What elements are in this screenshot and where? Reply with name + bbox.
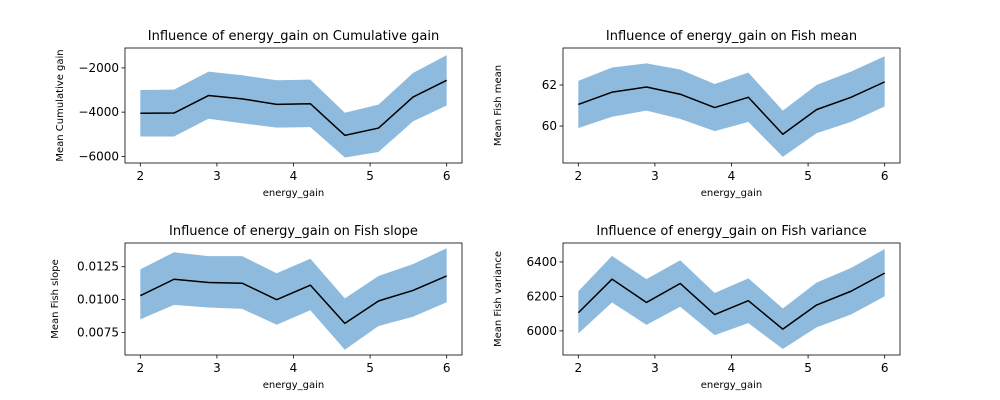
y-tick-label: 62 xyxy=(542,78,557,92)
y-tick-label: 60 xyxy=(542,119,557,133)
x-tick-label: 3 xyxy=(213,361,221,375)
confidence-band xyxy=(578,249,885,349)
x-tick-label: 3 xyxy=(651,361,659,375)
y-axis-label: Mean Fish slope xyxy=(50,259,61,339)
confidence-band xyxy=(578,56,885,157)
mean-line xyxy=(577,272,886,330)
x-tick-label: 4 xyxy=(728,361,736,375)
chart-title: Influence of energy_gain on Cumulative g… xyxy=(148,29,439,44)
confidence-band xyxy=(140,55,447,158)
subplot-cumulative-gain: Influence of energy_gain on Cumulative g… xyxy=(55,29,463,199)
y-axis-label: Mean Cumulative gain xyxy=(55,49,66,161)
x-axis-label: energy_gain xyxy=(263,188,324,199)
x-tick-label: 5 xyxy=(804,169,812,183)
mean-line xyxy=(578,81,885,135)
y-axis-label: Mean Fish variance xyxy=(493,251,504,347)
subplot-fish-mean: Influence of energy_gain on Fish mean en… xyxy=(493,29,901,199)
x-tick-label: 3 xyxy=(651,169,659,183)
mean-line xyxy=(140,79,448,137)
x-tick-label: 6 xyxy=(443,169,451,183)
y-tick-label: −2000 xyxy=(78,61,119,75)
chart-title: Influence of energy_gain on Fish mean xyxy=(606,29,857,44)
y-tick-label: −6000 xyxy=(78,149,119,163)
subplot-fish-slope: Influence of energy_gain on Fish slope e… xyxy=(50,224,463,391)
x-tick-label: 6 xyxy=(443,361,451,375)
mean-line xyxy=(139,275,447,325)
subplot-fish-variance: Influence of energy_gain on Fish varianc… xyxy=(493,224,901,391)
x-tick-label: 6 xyxy=(881,361,889,375)
x-tick-label: 4 xyxy=(728,169,736,183)
x-tick-label: 5 xyxy=(366,361,374,375)
y-tick-label: 0.0100 xyxy=(77,293,119,307)
x-tick-label: 2 xyxy=(136,361,144,375)
x-tick-label: 5 xyxy=(804,361,812,375)
x-axis-label: energy_gain xyxy=(263,380,324,391)
x-tick-label: 4 xyxy=(290,169,298,183)
x-tick-label: 4 xyxy=(290,361,298,375)
x-tick-label: 5 xyxy=(366,169,374,183)
y-tick-label: 6400 xyxy=(526,255,557,269)
y-axis-label: Mean Fish mean xyxy=(493,65,504,146)
x-axis-label: energy_gain xyxy=(701,380,762,391)
x-tick-label: 2 xyxy=(574,361,582,375)
y-tick-label: 0.0075 xyxy=(77,326,119,340)
x-tick-label: 2 xyxy=(136,169,144,183)
y-tick-label: 0.0125 xyxy=(77,260,119,274)
y-tick-label: 6200 xyxy=(526,289,557,303)
y-tick-label: 6000 xyxy=(526,324,557,338)
x-axis-label: energy_gain xyxy=(701,188,762,199)
chart-title: Influence of energy_gain on Fish varianc… xyxy=(596,224,866,239)
y-tick-label: −4000 xyxy=(78,105,119,119)
x-tick-label: 2 xyxy=(574,169,582,183)
x-tick-label: 3 xyxy=(213,169,221,183)
chart-title: Influence of energy_gain on Fish slope xyxy=(169,224,418,239)
confidence-band xyxy=(140,248,447,350)
x-tick-label: 6 xyxy=(881,169,889,183)
